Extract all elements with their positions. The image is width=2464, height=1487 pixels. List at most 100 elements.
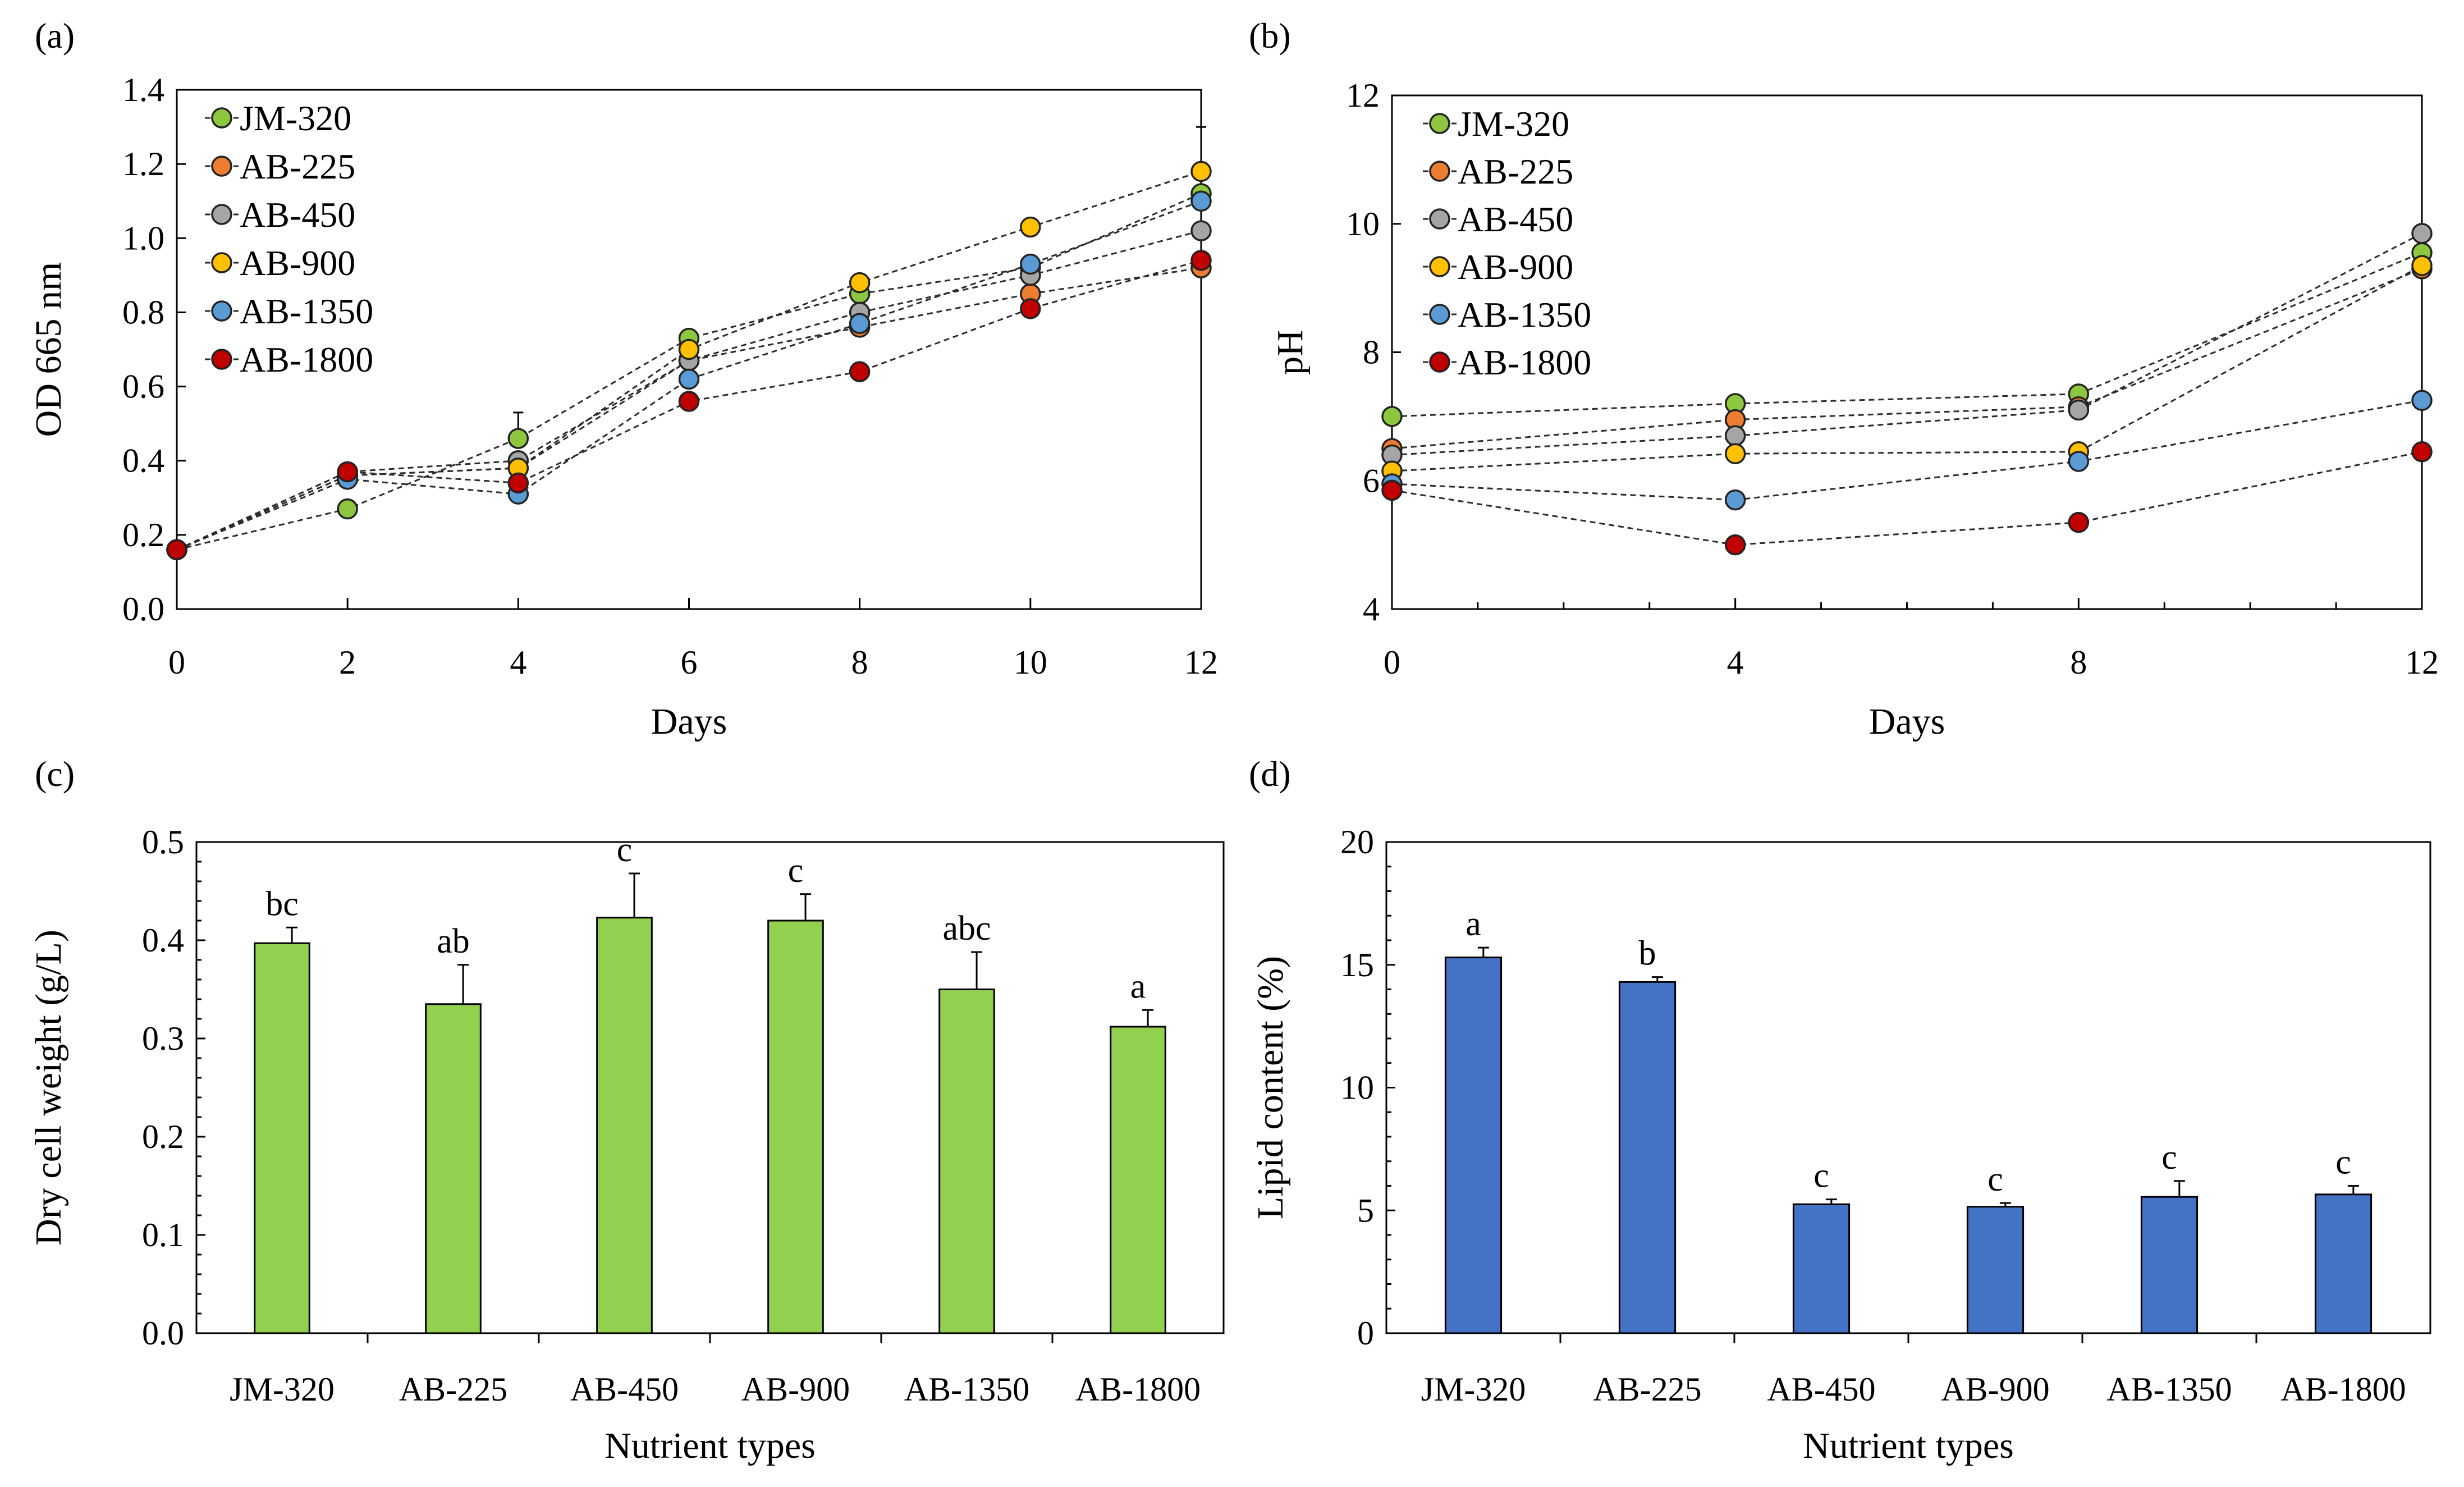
x-category-label: AB-900 xyxy=(741,1371,850,1408)
legend-marker xyxy=(211,107,232,129)
x-category-label: AB-900 xyxy=(1941,1371,2049,1408)
bar-ab-1350 xyxy=(938,989,995,1334)
x-category-label: AB-450 xyxy=(570,1371,679,1408)
x-tick-label: 4 xyxy=(510,644,526,681)
bar-ab-225 xyxy=(1618,981,1677,1334)
y-tick-label: 5 xyxy=(1357,1192,1374,1229)
x-tick-label: 8 xyxy=(2070,644,2087,681)
bar-ab-900 xyxy=(767,919,824,1334)
y-tick-label: 1.4 xyxy=(122,71,164,108)
y-tick-label: 0.8 xyxy=(122,294,164,331)
data-point-ab-1800 xyxy=(2411,441,2433,463)
legend-label: AB-1350 xyxy=(240,291,373,331)
y-tick-label: 1.2 xyxy=(122,145,164,182)
plot-frame xyxy=(195,841,1225,1334)
significance-label: ab xyxy=(437,922,470,960)
data-point-ab-450 xyxy=(1190,220,1212,241)
legend-label: AB-450 xyxy=(240,195,355,235)
data-point-ab-1800 xyxy=(166,539,187,561)
data-point-ab-1800 xyxy=(2068,511,2090,533)
data-point-jm-320 xyxy=(1381,406,1403,427)
y-axis-title: pH xyxy=(1270,330,1311,375)
data-point-ab-900 xyxy=(2411,255,2433,276)
legend-marker xyxy=(1429,304,1450,325)
bar-jm-320 xyxy=(1444,957,1503,1334)
x-tick-label: 10 xyxy=(1014,644,1047,681)
data-point-ab-1800 xyxy=(1381,479,1403,501)
data-point-ab-900 xyxy=(678,338,700,360)
x-category-label: JM-320 xyxy=(1421,1371,1526,1408)
legend-marker xyxy=(1429,161,1450,182)
data-point-ab-1800 xyxy=(337,461,358,483)
significance-label: c xyxy=(788,852,804,890)
y-tick-label: 0.4 xyxy=(122,442,164,479)
y-tick-label: 0.2 xyxy=(142,1118,184,1155)
significance-label: c xyxy=(2335,1143,2351,1182)
significance-label: bc xyxy=(265,885,299,923)
y-tick-label: 0.0 xyxy=(122,591,164,628)
legend-marker xyxy=(1429,113,1450,134)
series-line-ab-450 xyxy=(1391,232,2422,456)
data-point-ab-1350 xyxy=(2068,451,2090,472)
significance-label: a xyxy=(1130,967,1146,1005)
legend-label: AB-450 xyxy=(1458,199,1573,239)
series-line-ab-1800 xyxy=(1391,451,2422,546)
legend-marker xyxy=(211,155,232,177)
bar-ab-450 xyxy=(596,917,653,1334)
y-axis-title: Lipid content (%) xyxy=(1250,956,1291,1219)
legend-label: JM-320 xyxy=(240,98,351,138)
panel-label: (a) xyxy=(35,16,75,56)
x-category-label: AB-225 xyxy=(399,1371,507,1408)
legend-label: JM-320 xyxy=(1458,104,1569,144)
y-tick-label: 0.4 xyxy=(142,922,184,959)
data-point-jm-320 xyxy=(337,498,358,520)
x-category-label: AB-225 xyxy=(1593,1371,1701,1408)
data-point-ab-900 xyxy=(1190,161,1212,182)
bar-ab-1350 xyxy=(2140,1196,2199,1334)
x-tick-label: 8 xyxy=(851,644,868,681)
series-line-ab-1350 xyxy=(1391,399,2422,501)
significance-label: a xyxy=(1465,905,1481,943)
x-tick-label: 6 xyxy=(681,644,698,681)
data-point-ab-1800 xyxy=(507,472,529,494)
panel-d-lipid-content-chart: (d) 0 5 10 15 20 a JM-320 b AB-225 c AB-450 c AB-900 c… xyxy=(1249,754,2431,1466)
data-point-ab-1350 xyxy=(1724,489,1746,511)
x-axis-title: Days xyxy=(651,701,727,742)
x-axis-title: Nutrient types xyxy=(604,1425,816,1466)
data-point-ab-1350 xyxy=(2411,390,2433,411)
y-tick-label: 4 xyxy=(1363,591,1380,628)
x-category-label: AB-1800 xyxy=(1075,1371,1201,1408)
y-axis-title: Dry cell weight (g/L) xyxy=(28,930,69,1246)
significance-label: c xyxy=(2161,1138,2177,1177)
plot-frame xyxy=(1385,841,2431,1334)
x-axis-title: Days xyxy=(1869,701,1945,742)
legend-marker xyxy=(1429,208,1450,230)
y-tick-label: 0.0 xyxy=(142,1315,184,1352)
data-point-ab-450 xyxy=(1724,425,1746,446)
y-tick-label: 12 xyxy=(1346,77,1380,114)
bar-jm-320 xyxy=(254,942,310,1334)
x-axis-title: Nutrient types xyxy=(1803,1425,2014,1466)
bar-ab-225 xyxy=(425,1003,482,1334)
legend-label: AB-225 xyxy=(240,147,355,186)
legend-marker xyxy=(211,349,232,370)
legend-label: AB-900 xyxy=(240,243,355,283)
x-category-label: AB-1800 xyxy=(2280,1371,2406,1408)
data-point-ab-900 xyxy=(1020,216,1041,238)
y-tick-label: 20 xyxy=(1340,823,1374,861)
x-tick-label: 4 xyxy=(1727,644,1744,681)
y-tick-label: 0.1 xyxy=(142,1216,184,1253)
data-point-ab-900 xyxy=(849,272,871,294)
panel-label: (b) xyxy=(1249,16,1291,56)
legend-marker xyxy=(211,204,232,225)
panel-label: (c) xyxy=(35,754,75,794)
data-point-ab-900 xyxy=(1724,443,1746,464)
data-point-ab-450 xyxy=(2068,399,2090,421)
y-tick-label: 10 xyxy=(1346,205,1380,243)
data-point-jm-320 xyxy=(507,428,529,449)
series-line-ab-900 xyxy=(1391,264,2422,472)
significance-label: b xyxy=(1639,935,1656,973)
y-tick-label: 10 xyxy=(1340,1069,1374,1106)
